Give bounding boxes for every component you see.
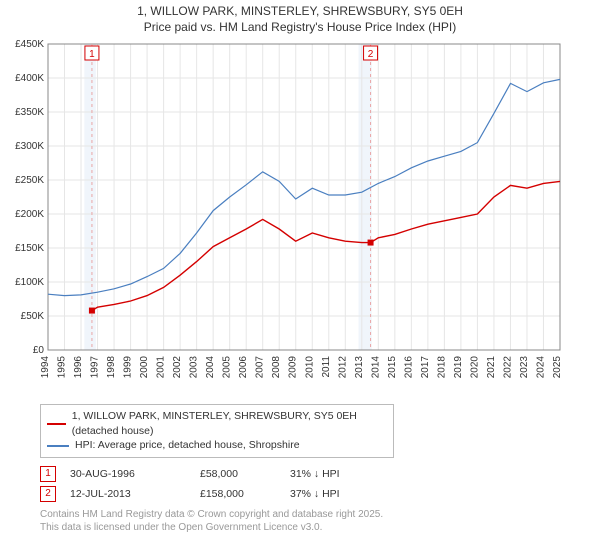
transaction-price: £158,000 [200,488,290,500]
svg-text:1997: 1997 [90,356,101,379]
svg-text:2002: 2002 [172,356,183,379]
svg-text:£0: £0 [33,345,45,356]
transaction-badge: 1 [40,466,56,482]
svg-text:£450K: £450K [15,39,44,50]
svg-text:2005: 2005 [222,356,233,379]
svg-text:2: 2 [368,49,374,60]
svg-text:£200K: £200K [15,209,44,220]
legend: 1, WILLOW PARK, MINSTERLEY, SHREWSBURY, … [40,404,394,458]
svg-text:2019: 2019 [453,356,464,379]
svg-text:2007: 2007 [255,356,266,379]
transaction-row: 1 30-AUG-1996£58,00031% ↓ HPI [40,466,600,482]
svg-text:2018: 2018 [436,356,447,379]
svg-text:1998: 1998 [106,356,117,379]
svg-text:£350K: £350K [15,107,44,118]
svg-text:2000: 2000 [139,356,150,379]
license-text: Contains HM Land Registry data © Crown c… [40,508,600,534]
title-line2: Price paid vs. HM Land Registry's House … [0,20,600,34]
svg-text:£300K: £300K [15,141,44,152]
transaction-date: 12-JUL-2013 [70,488,200,500]
svg-text:2023: 2023 [519,356,530,379]
legend-item: HPI: Average price, detached house, Shro… [47,438,387,453]
svg-text:2021: 2021 [486,356,497,379]
svg-text:2020: 2020 [469,356,480,379]
legend-swatch [47,423,66,425]
svg-text:1999: 1999 [123,356,134,379]
svg-text:2010: 2010 [304,356,315,379]
svg-text:£50K: £50K [21,311,45,322]
transaction-table: 1 30-AUG-1996£58,00031% ↓ HPI 2 12-JUL-2013… [40,466,600,502]
transaction-pct: 31% ↓ HPI [290,468,380,480]
svg-text:£150K: £150K [15,243,44,254]
svg-text:2011: 2011 [321,356,332,378]
svg-text:1995: 1995 [57,356,68,379]
svg-text:2001: 2001 [156,356,167,379]
transaction-price: £58,000 [200,468,290,480]
svg-text:2015: 2015 [387,356,398,379]
svg-text:2014: 2014 [370,356,381,379]
svg-text:£250K: £250K [15,175,44,186]
transaction-pct: 37% ↓ HPI [290,488,380,500]
legend-label: HPI: Average price, detached house, Shro… [75,438,300,453]
svg-text:2025: 2025 [552,356,563,379]
svg-text:£400K: £400K [15,73,44,84]
svg-text:£100K: £100K [15,277,44,288]
license-line2: This data is licensed under the Open Gov… [40,521,600,534]
svg-text:2003: 2003 [189,356,200,379]
transaction-badge: 2 [40,486,56,502]
svg-text:2017: 2017 [420,356,431,379]
price-chart: £0 £50K £100K £150K £200K £250K £300K £350K £400… [8,38,568,398]
svg-text:2006: 2006 [238,356,249,379]
title-line1: 1, WILLOW PARK, MINSTERLEY, SHREWSBURY, … [0,4,600,18]
svg-text:1: 1 [89,49,95,60]
license-line1: Contains HM Land Registry data © Crown c… [40,508,600,521]
svg-text:2016: 2016 [403,356,414,379]
svg-text:2004: 2004 [205,356,216,379]
svg-text:2013: 2013 [354,356,365,379]
svg-text:2012: 2012 [337,356,348,379]
svg-text:2024: 2024 [535,356,546,379]
svg-text:2008: 2008 [271,356,282,379]
svg-text:2022: 2022 [502,356,513,379]
svg-text:2009: 2009 [288,356,299,379]
transaction-date: 30-AUG-1996 [70,468,200,480]
transaction-row: 2 12-JUL-2013£158,00037% ↓ HPI [40,486,600,502]
legend-label: 1, WILLOW PARK, MINSTERLEY, SHREWSBURY, … [72,409,387,438]
legend-item: 1, WILLOW PARK, MINSTERLEY, SHREWSBURY, … [47,409,387,438]
legend-swatch [47,445,69,447]
svg-text:1996: 1996 [73,356,84,379]
svg-text:1994: 1994 [40,356,51,379]
